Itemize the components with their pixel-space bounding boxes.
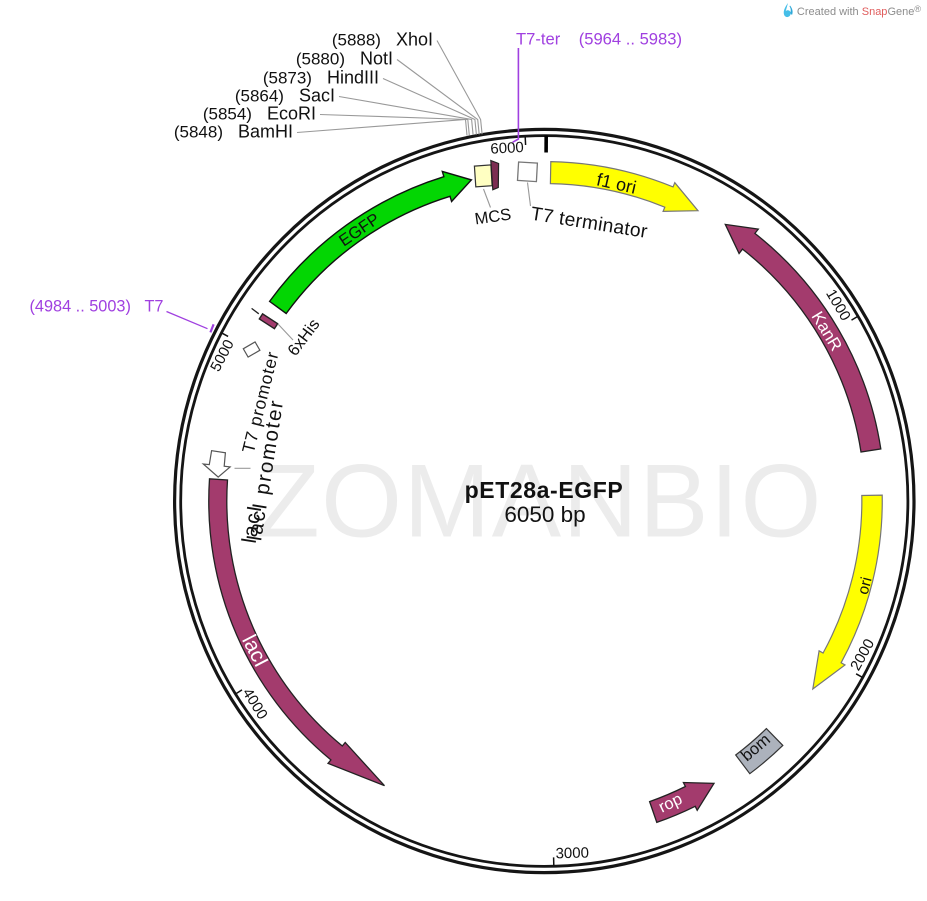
svg-text:(5854) EcoRI: (5854) EcoRI [203, 104, 316, 124]
svg-text:ZOMANBIO: ZOMANBIO [256, 444, 823, 560]
svg-text:pET28a-EGFP: pET28a-EGFP [465, 477, 624, 503]
svg-text:6000: 6000 [490, 139, 524, 158]
svg-text:MCS: MCS [474, 206, 513, 229]
svg-text:(5888) XhoI: (5888) XhoI [332, 30, 433, 50]
svg-text:(4984 .. 5003) T7: (4984 .. 5003) T7 [30, 298, 164, 316]
svg-text:T7-ter (5964 .. 5983): T7-ter (5964 .. 5983) [516, 30, 682, 49]
svg-text:Created with SnapGene®: Created with SnapGene® [797, 4, 921, 18]
svg-text:3000: 3000 [555, 844, 589, 862]
svg-text:ori: ori [855, 575, 876, 596]
svg-text:(5880) NotI: (5880) NotI [296, 49, 393, 69]
svg-text:(5873) HindIII: (5873) HindIII [263, 68, 379, 88]
svg-text:6050 bp: 6050 bp [504, 502, 585, 527]
svg-text:(5848) BamHI: (5848) BamHI [174, 122, 293, 142]
svg-text:(5864) SacI: (5864) SacI [235, 86, 335, 106]
